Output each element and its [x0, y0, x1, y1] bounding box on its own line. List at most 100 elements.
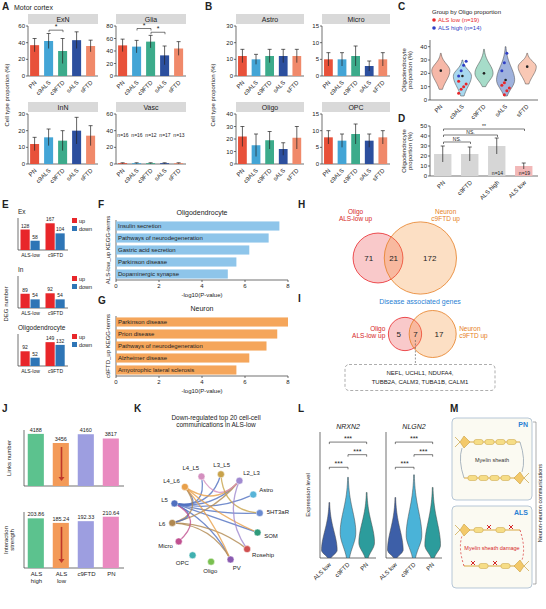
plot-area [118, 163, 183, 164]
median-dot [483, 72, 486, 75]
bar [118, 163, 127, 164]
panel-letter: K [134, 403, 142, 414]
y-tick [428, 136, 430, 137]
error-cap [240, 126, 244, 127]
y-tick-label: 30 [18, 111, 25, 117]
y-tick-label: 40 [106, 48, 113, 54]
arrow [61, 527, 63, 560]
y-tick-label: 0 [22, 161, 26, 167]
node [254, 529, 261, 536]
x-tick-label: sALS [153, 167, 167, 181]
panel-title: Oligodendrocyte [177, 209, 228, 217]
bar [31, 358, 40, 366]
x-tick [116, 376, 117, 378]
violin [387, 498, 403, 558]
data-label: 54 [57, 292, 63, 298]
node [244, 546, 251, 553]
node [189, 552, 196, 559]
y-tick-label: 40 [420, 133, 427, 139]
y-axis-title: c9FTD_up KEGG-terms [105, 314, 111, 378]
sig-label: *** [401, 460, 409, 467]
legend-swatch [72, 334, 77, 339]
bar [28, 518, 44, 568]
y-axis-title: DEG number [3, 286, 9, 321]
y-tick [114, 147, 116, 148]
myelin [474, 440, 483, 445]
bar [78, 521, 94, 568]
y-tick [234, 151, 236, 152]
category-label: Dopaminergic synapse [118, 271, 180, 277]
legend-label: down [79, 342, 92, 348]
sig-bracket [444, 129, 525, 131]
panel-title: Ex [18, 208, 26, 215]
myelin [479, 564, 488, 569]
point [500, 84, 503, 87]
data-label: 54 [32, 292, 38, 298]
plot-area [30, 117, 95, 164]
bar [116, 245, 249, 254]
y-tick [114, 76, 116, 77]
panel-letter: H [298, 199, 305, 210]
gene-box [345, 365, 495, 391]
error-cap [177, 41, 181, 42]
error-bar [164, 46, 165, 65]
myelin [479, 476, 488, 481]
violin [497, 47, 515, 96]
category-label: Pathways of neurodegeneration [118, 235, 203, 241]
point [462, 64, 465, 67]
edge [172, 481, 239, 523]
arrow-head [59, 559, 65, 563]
y-tick [114, 130, 116, 131]
plot-area [238, 49, 301, 76]
plot-area [116, 221, 279, 278]
x-tick-label: sFTD [285, 167, 300, 182]
y-tick [428, 86, 430, 87]
category-label: Insulin secretion [118, 223, 161, 229]
data-label: 89 [22, 287, 28, 293]
panel-letter: E [2, 199, 9, 210]
label-line: c9FTD up [459, 332, 488, 340]
dendrite [455, 525, 460, 535]
x-tick-label: c9FTD [256, 167, 273, 184]
y-axis [430, 126, 431, 176]
x-tick-label: c9FTD [137, 167, 154, 184]
error-bar [382, 131, 383, 144]
venn-right [384, 222, 456, 294]
node [175, 538, 182, 545]
soma [460, 436, 470, 448]
y-tick [320, 59, 322, 60]
violin [432, 53, 450, 89]
x-tick-label: c9FTD [342, 79, 359, 96]
plot-area [118, 35, 183, 76]
error-bar [355, 46, 356, 66]
x-tick-label: PN [116, 167, 126, 177]
label-line: low [57, 578, 67, 584]
y-tick [26, 59, 28, 60]
error-cap [61, 130, 65, 131]
y-tick [428, 100, 430, 101]
y-axis [28, 26, 29, 76]
y-tick-label: 50 [420, 123, 427, 129]
y-axis [320, 432, 321, 558]
error-bar [355, 124, 356, 144]
y-axis [24, 430, 25, 486]
x-tick-label: PN [235, 79, 245, 89]
edge [174, 503, 190, 541]
n-label: n=16 [117, 132, 128, 138]
panel-header [236, 102, 304, 112]
node-label: Micro [158, 543, 173, 549]
error-cap [89, 40, 93, 41]
y-tick [26, 164, 28, 165]
node-label: SOM [264, 533, 278, 539]
node [169, 519, 176, 526]
y-tick-label: 20 [420, 153, 427, 159]
schematic-box [452, 506, 532, 588]
error-bar [90, 126, 91, 146]
bar [116, 353, 249, 362]
data-label: 128 [21, 223, 30, 229]
y-tick-label: 0 [230, 73, 234, 79]
error-cap [495, 138, 499, 139]
error-bar [48, 34, 49, 49]
soma [460, 524, 470, 536]
y-axis [386, 432, 387, 558]
